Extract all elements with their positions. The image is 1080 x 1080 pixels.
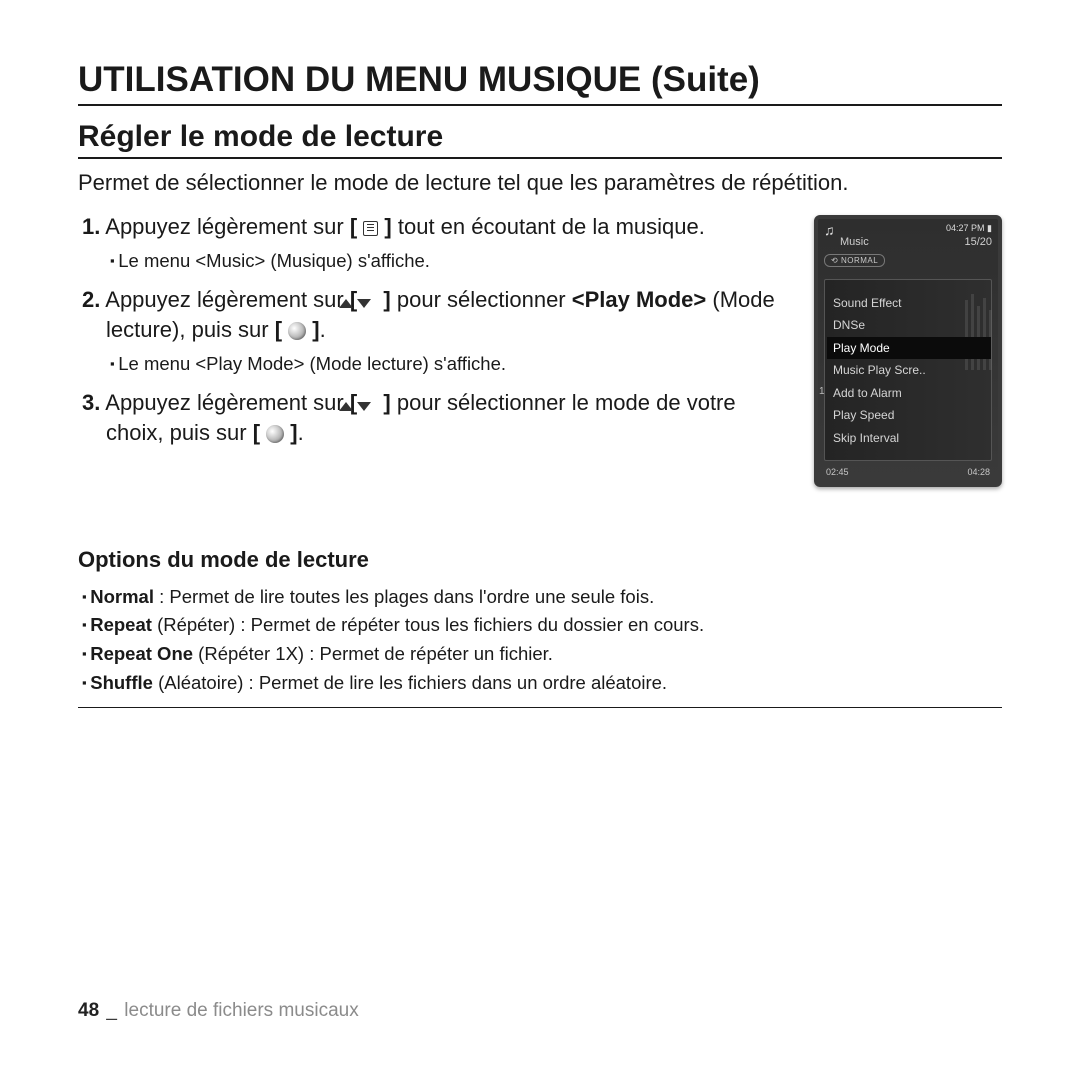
menu-icon — [363, 221, 378, 236]
device-menu-item: DNSe — [831, 314, 987, 337]
device-menu-item: Skip Interval — [831, 427, 987, 450]
step-1: 1. Appuyez légèrement sur [ ] tout en éc… — [78, 213, 794, 242]
footer-section: lecture de fichiers musicaux — [124, 1000, 358, 1021]
total-time: 04:28 — [967, 467, 990, 477]
device-clock: 04:27 PM — [946, 223, 985, 233]
step-text: pour sélectionner — [391, 287, 572, 312]
device-status-bar: 04:27 PM ▮ — [818, 219, 998, 236]
battery-icon: ▮ — [987, 223, 992, 233]
step-text: . — [298, 420, 304, 445]
step-text: Appuyez légèrement sur — [105, 390, 350, 415]
option-item: Shuffle (Aléatoire) : Permet de lire les… — [78, 669, 1002, 698]
option-item: Normal : Permet de lire toutes les plage… — [78, 583, 1002, 612]
up-down-icon — [363, 287, 377, 316]
footer-separator: _ — [106, 1000, 117, 1021]
select-icon — [288, 322, 306, 340]
device-progress-times: 02:45 04:28 — [818, 467, 998, 483]
content-row: 1. Appuyez légèrement sur [ ] tout en éc… — [78, 213, 1002, 487]
options-heading: Options du mode de lecture — [78, 547, 1002, 573]
music-note-icon — [824, 222, 838, 236]
step-3: 3. Appuyez légèrement sur [ ] pour sélec… — [78, 389, 794, 447]
options-list: Normal : Permet de lire toutes les plage… — [78, 583, 1002, 709]
option-name: Repeat One — [90, 643, 193, 664]
step-number: 1. — [82, 214, 100, 239]
step-sub: Le menu <Music> (Musique) s'affiche. — [78, 249, 794, 274]
option-name: Shuffle — [90, 672, 153, 693]
step-2: 2. Appuyez légèrement sur [ ] pour sélec… — [78, 286, 794, 344]
device-menu-item: Play Mode — [827, 337, 991, 360]
device-menu-item: Music Play Scre.. — [831, 359, 987, 382]
step-text: Appuyez légèrement sur — [105, 287, 350, 312]
intro-text: Permet de sélectionner le mode de lectur… — [78, 169, 1002, 197]
device-mode-badge: ⟲ NORMAL — [824, 254, 885, 267]
device-menu-item: Play Speed — [831, 404, 987, 427]
step-number: 3. — [82, 390, 100, 415]
elapsed-time: 02:45 — [826, 467, 849, 477]
device-menu-item: Sound Effect — [831, 292, 987, 315]
page-title: UTILISATION DU MENU MUSIQUE (Suite) — [78, 60, 1002, 106]
step-number: 2. — [82, 287, 100, 312]
page-number: 48 — [78, 1000, 99, 1021]
option-item: Repeat One (Répéter 1X) : Permet de répé… — [78, 640, 1002, 669]
option-name: Normal — [90, 586, 154, 607]
device-title-row: Music 15/20 — [818, 236, 998, 252]
page-footer: 48 _ lecture de fichiers musicaux — [78, 1000, 359, 1022]
device-app-title: Music — [840, 236, 869, 248]
section-heading: Régler le mode de lecture — [78, 120, 1002, 159]
step-sub: Le menu <Play Mode> (Mode lecture) s'aff… — [78, 352, 794, 377]
device-menu-item: 1Add to Alarm — [831, 382, 987, 405]
bold: <Play Mode> — [572, 287, 707, 312]
device-mockup: 04:27 PM ▮ Music 15/20 ⟲ NORMAL Sound Ef… — [814, 215, 1002, 487]
up-down-icon — [363, 390, 377, 419]
device-counter: 15/20 — [964, 236, 992, 248]
step-text: . — [320, 317, 326, 342]
option-item: Repeat (Répéter) : Permet de répéter tou… — [78, 611, 1002, 640]
step-text: tout en écoutant de la musique. — [392, 214, 705, 239]
steps-list: 1. Appuyez légèrement sur [ ] tout en éc… — [78, 213, 794, 456]
device-menu: Sound EffectDNSePlay ModeMusic Play Scre… — [824, 279, 992, 461]
select-icon — [266, 425, 284, 443]
step-text: Appuyez légèrement sur — [105, 214, 350, 239]
option-name: Repeat — [90, 614, 152, 635]
